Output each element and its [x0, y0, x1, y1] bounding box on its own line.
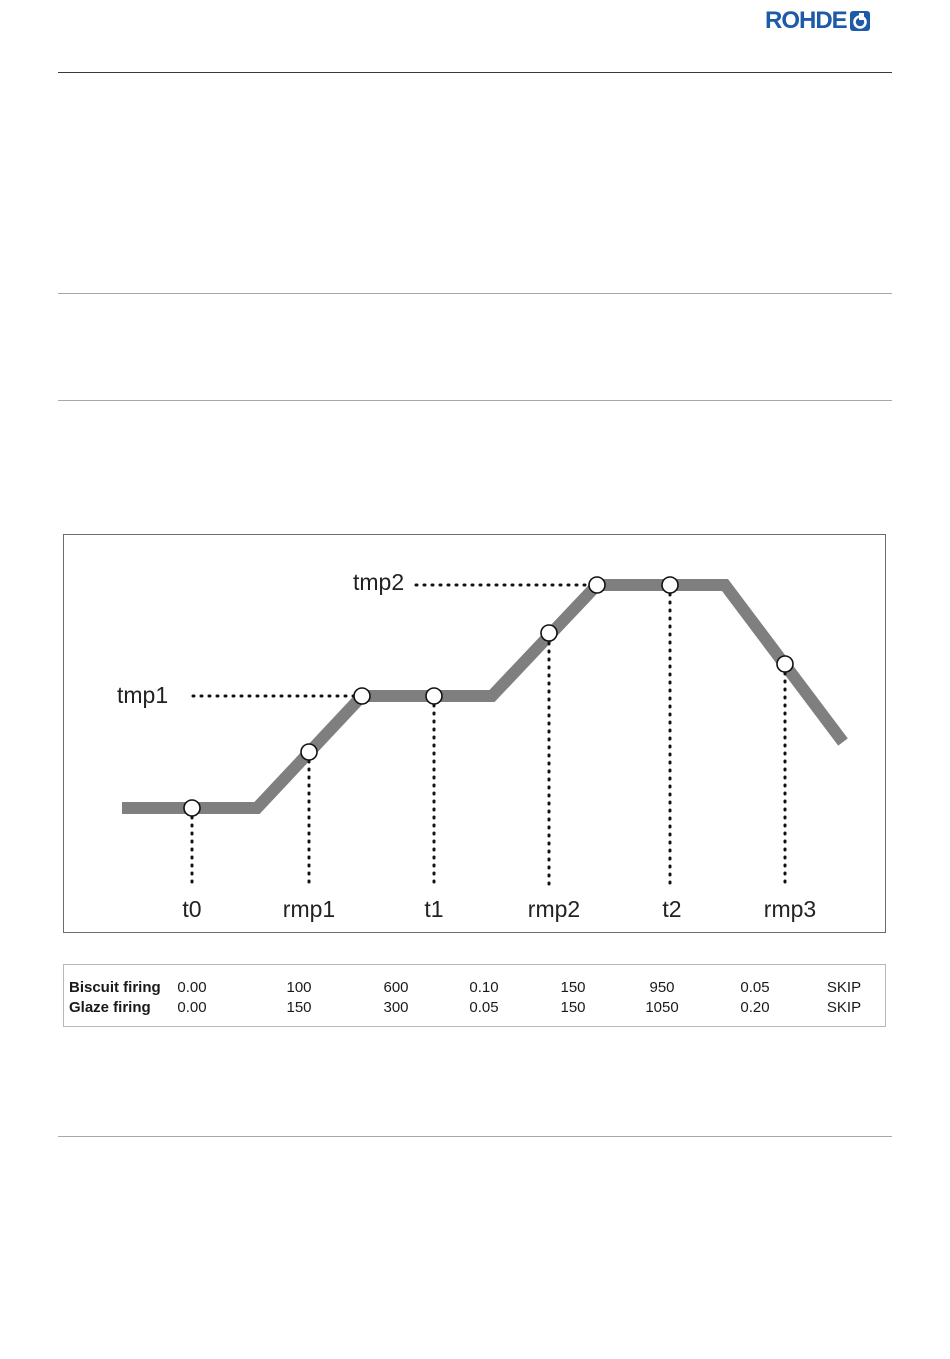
table-cell: 150: [560, 999, 586, 1016]
table-cell: 0.00: [177, 999, 207, 1016]
t2-label: t2: [662, 896, 681, 922]
t0-label: t0: [182, 896, 201, 922]
firing-profile-diagram: tmp1 tmp2 t0 rmp1 t1 rmp2 t2 rmp3: [63, 534, 886, 933]
t1-label: t1: [424, 896, 443, 922]
table-cell: 300: [383, 999, 409, 1016]
tmp1-label: tmp1: [117, 682, 168, 708]
t2-marker: [661, 576, 679, 594]
brand-mark-icon: [849, 11, 870, 31]
section-divider: [58, 400, 892, 401]
section-divider: [58, 293, 892, 294]
brand-logo: ROHDE: [765, 6, 870, 36]
table-cell: 1050: [645, 999, 679, 1016]
rmp3-label: rmp3: [764, 896, 816, 922]
rmp2-marker: [540, 624, 558, 642]
table-row: Biscuit firing 0.00 100 600 0.10 150 950…: [64, 978, 885, 998]
rmp3-marker: [776, 655, 794, 673]
row-label: Glaze firing: [69, 999, 151, 1016]
rmp1-marker: [300, 743, 318, 761]
row-label: Biscuit firing: [69, 979, 161, 996]
table-cell: 0.10: [469, 979, 499, 996]
table-cell: 0.05: [469, 999, 499, 1016]
tmp2-marker: [588, 576, 606, 594]
tmp2-label: tmp2: [353, 569, 404, 595]
table-cell: SKIP: [826, 999, 862, 1016]
brand-name: ROHDE: [765, 7, 848, 34]
tmp1-marker: [353, 687, 371, 705]
table-cell: 0.00: [177, 979, 207, 996]
table-cell: 150: [560, 979, 586, 996]
rmp2-label: rmp2: [528, 896, 580, 922]
t0-marker: [183, 799, 201, 817]
table-cell: 0.20: [740, 999, 770, 1016]
table-cell: 0.05: [740, 979, 770, 996]
t1-marker: [425, 687, 443, 705]
firing-profile-svg: tmp1 tmp2 t0 rmp1 t1 rmp2 t2 rmp3: [117, 569, 848, 922]
rmp1-label: rmp1: [283, 896, 335, 922]
header-rule: [58, 72, 892, 73]
section-divider: [58, 1136, 892, 1137]
table-row: Glaze firing 0.00 150 300 0.05 150 1050 …: [64, 998, 885, 1018]
table-cell: 600: [383, 979, 409, 996]
temperature-profile-line: [122, 579, 848, 814]
table-cell: SKIP: [826, 979, 862, 996]
table-cell: 950: [649, 979, 675, 996]
table-cell: 100: [286, 979, 312, 996]
firing-program-table: Biscuit firing 0.00 100 600 0.10 150 950…: [63, 964, 886, 1027]
table-cell: 150: [286, 999, 312, 1016]
